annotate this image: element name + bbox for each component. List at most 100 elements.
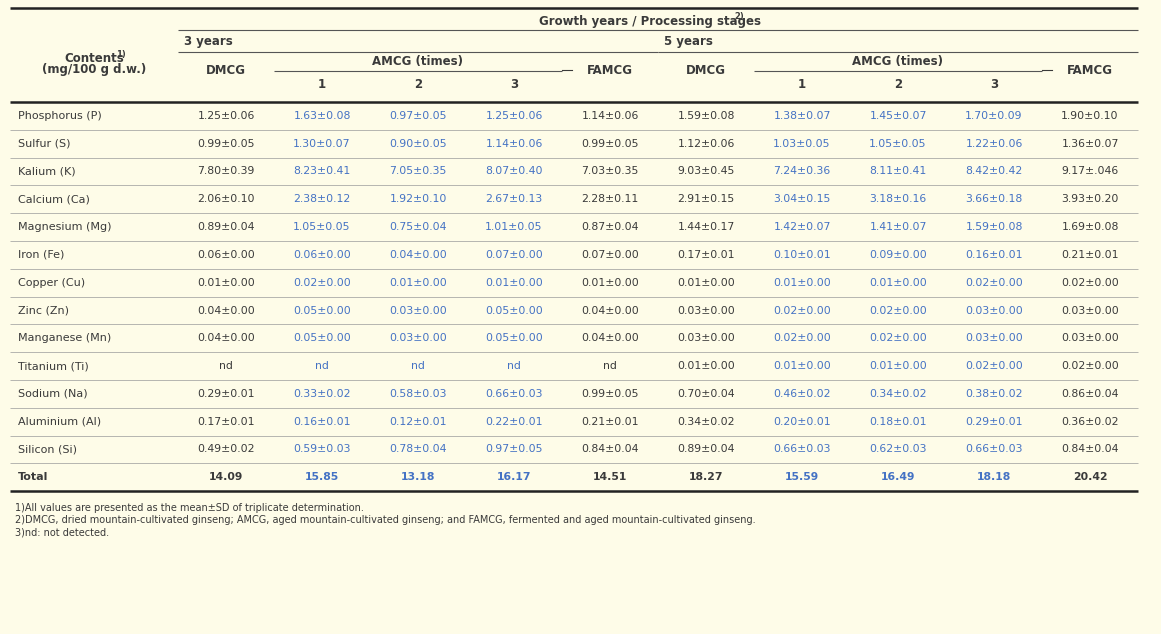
Text: 1.25±0.06: 1.25±0.06	[197, 111, 254, 121]
Text: 0.66±0.03: 0.66±0.03	[485, 389, 542, 399]
Text: nd: nd	[603, 361, 616, 371]
Text: 2: 2	[414, 77, 423, 91]
Text: 8.42±0.42: 8.42±0.42	[966, 167, 1023, 176]
Text: 0.99±0.05: 0.99±0.05	[197, 139, 254, 149]
Text: 3.18±0.16: 3.18±0.16	[870, 194, 926, 204]
Text: 0.02±0.00: 0.02±0.00	[773, 306, 831, 316]
Text: 5 years: 5 years	[664, 36, 713, 48]
Text: 0.01±0.00: 0.01±0.00	[870, 361, 926, 371]
Text: 9.17±.046: 9.17±.046	[1061, 167, 1119, 176]
Text: 0.05±0.00: 0.05±0.00	[485, 306, 543, 316]
Text: Sodium (Na): Sodium (Na)	[19, 389, 87, 399]
Text: 1.44±0.17: 1.44±0.17	[677, 222, 735, 232]
Text: Total: Total	[19, 472, 49, 482]
Text: 0.16±0.01: 0.16±0.01	[965, 250, 1023, 260]
Text: 0.02±0.00: 0.02±0.00	[1061, 278, 1119, 288]
Text: 0.12±0.01: 0.12±0.01	[389, 417, 447, 427]
Text: 2.67±0.13: 2.67±0.13	[485, 194, 542, 204]
Text: 0.99±0.05: 0.99±0.05	[582, 389, 639, 399]
Text: nd: nd	[315, 361, 329, 371]
Text: 0.04±0.00: 0.04±0.00	[582, 333, 639, 343]
Text: 1.45±0.07: 1.45±0.07	[870, 111, 926, 121]
Text: 18.18: 18.18	[976, 472, 1011, 482]
Text: 0.16±0.01: 0.16±0.01	[294, 417, 351, 427]
Text: 0.89±0.04: 0.89±0.04	[677, 444, 735, 455]
Text: Phosphorus (P): Phosphorus (P)	[19, 111, 102, 121]
Text: 0.09±0.00: 0.09±0.00	[870, 250, 926, 260]
Text: 1.36±0.07: 1.36±0.07	[1061, 139, 1119, 149]
Text: 1.41±0.07: 1.41±0.07	[870, 222, 926, 232]
Text: 0.18±0.01: 0.18±0.01	[870, 417, 926, 427]
Text: 0.29±0.01: 0.29±0.01	[197, 389, 254, 399]
Text: 0.01±0.00: 0.01±0.00	[197, 278, 255, 288]
Text: 1.38±0.07: 1.38±0.07	[773, 111, 830, 121]
Text: 0.03±0.00: 0.03±0.00	[389, 306, 447, 316]
Text: 1.59±0.08: 1.59±0.08	[965, 222, 1023, 232]
Text: 1.30±0.07: 1.30±0.07	[294, 139, 351, 149]
Text: 3: 3	[510, 77, 518, 91]
Text: 0.38±0.02: 0.38±0.02	[965, 389, 1023, 399]
Text: 8.23±0.41: 8.23±0.41	[294, 167, 351, 176]
Text: 0.02±0.00: 0.02±0.00	[773, 333, 831, 343]
Text: Titanium (Ti): Titanium (Ti)	[19, 361, 88, 371]
Text: 0.84±0.04: 0.84±0.04	[1061, 444, 1119, 455]
Text: 8.11±0.41: 8.11±0.41	[870, 167, 926, 176]
Text: 3 years: 3 years	[183, 36, 232, 48]
Text: 1.05±0.05: 1.05±0.05	[870, 139, 926, 149]
Text: 1.12±0.06: 1.12±0.06	[677, 139, 735, 149]
Text: 2.06±0.10: 2.06±0.10	[197, 194, 254, 204]
Text: 0.01±0.00: 0.01±0.00	[582, 278, 639, 288]
Text: 1.90±0.10: 1.90±0.10	[1061, 111, 1119, 121]
Text: 0.05±0.00: 0.05±0.00	[293, 306, 351, 316]
Text: 3)nd: not detected.: 3)nd: not detected.	[15, 527, 109, 537]
Text: Iron (Fe): Iron (Fe)	[19, 250, 64, 260]
Text: 0.01±0.00: 0.01±0.00	[773, 278, 831, 288]
Text: 0.03±0.00: 0.03±0.00	[965, 333, 1023, 343]
Text: 0.01±0.00: 0.01±0.00	[773, 361, 831, 371]
Text: 1.70±0.09: 1.70±0.09	[965, 111, 1023, 121]
Text: 0.34±0.02: 0.34±0.02	[870, 389, 926, 399]
Text: 3.66±0.18: 3.66±0.18	[966, 194, 1023, 204]
Text: 14.51: 14.51	[593, 472, 627, 482]
Text: 2.91±0.15: 2.91±0.15	[677, 194, 735, 204]
Text: 1: 1	[798, 77, 806, 91]
Text: 0.59±0.03: 0.59±0.03	[294, 444, 351, 455]
Text: Contents: Contents	[64, 51, 124, 65]
Text: 0.90±0.05: 0.90±0.05	[389, 139, 447, 149]
Text: 0.01±0.00: 0.01±0.00	[677, 361, 735, 371]
Text: 0.22±0.01: 0.22±0.01	[485, 417, 542, 427]
Text: 1.14±0.06: 1.14±0.06	[582, 111, 639, 121]
Text: 0.58±0.03: 0.58±0.03	[389, 389, 447, 399]
Text: 1.14±0.06: 1.14±0.06	[485, 139, 542, 149]
Text: 0.66±0.03: 0.66±0.03	[965, 444, 1023, 455]
Text: 0.62±0.03: 0.62±0.03	[870, 444, 926, 455]
Text: 0.06±0.00: 0.06±0.00	[293, 250, 351, 260]
Text: 0.02±0.00: 0.02±0.00	[870, 333, 926, 343]
Text: 0.07±0.00: 0.07±0.00	[582, 250, 639, 260]
Text: Magnesium (Mg): Magnesium (Mg)	[19, 222, 111, 232]
Text: 0.03±0.00: 0.03±0.00	[677, 333, 735, 343]
Text: AMCG (times): AMCG (times)	[852, 55, 944, 67]
Text: 0.34±0.02: 0.34±0.02	[677, 417, 735, 427]
Text: 0.89±0.04: 0.89±0.04	[197, 222, 254, 232]
Text: 0.04±0.00: 0.04±0.00	[582, 306, 639, 316]
Text: 0.84±0.04: 0.84±0.04	[582, 444, 639, 455]
Text: 16.49: 16.49	[881, 472, 915, 482]
Text: 0.04±0.00: 0.04±0.00	[197, 306, 255, 316]
Text: 14.09: 14.09	[209, 472, 243, 482]
Text: 0.17±0.01: 0.17±0.01	[197, 417, 254, 427]
Text: Copper (Cu): Copper (Cu)	[19, 278, 85, 288]
Text: Growth years / Processing stages: Growth years / Processing stages	[539, 15, 760, 27]
Text: 1: 1	[318, 77, 326, 91]
Text: 1.22±0.06: 1.22±0.06	[965, 139, 1023, 149]
Text: 2.28±0.11: 2.28±0.11	[582, 194, 639, 204]
Text: 0.29±0.01: 0.29±0.01	[965, 417, 1023, 427]
Text: 8.07±0.40: 8.07±0.40	[485, 167, 542, 176]
Text: FAMCG: FAMCG	[587, 63, 633, 77]
Text: Sulfur (S): Sulfur (S)	[19, 139, 71, 149]
Text: AMCG (times): AMCG (times)	[373, 55, 463, 67]
Text: nd: nd	[411, 361, 425, 371]
Text: Aluminium (Al): Aluminium (Al)	[19, 417, 101, 427]
Text: 1.92±0.10: 1.92±0.10	[389, 194, 447, 204]
Text: 0.01±0.00: 0.01±0.00	[870, 278, 926, 288]
